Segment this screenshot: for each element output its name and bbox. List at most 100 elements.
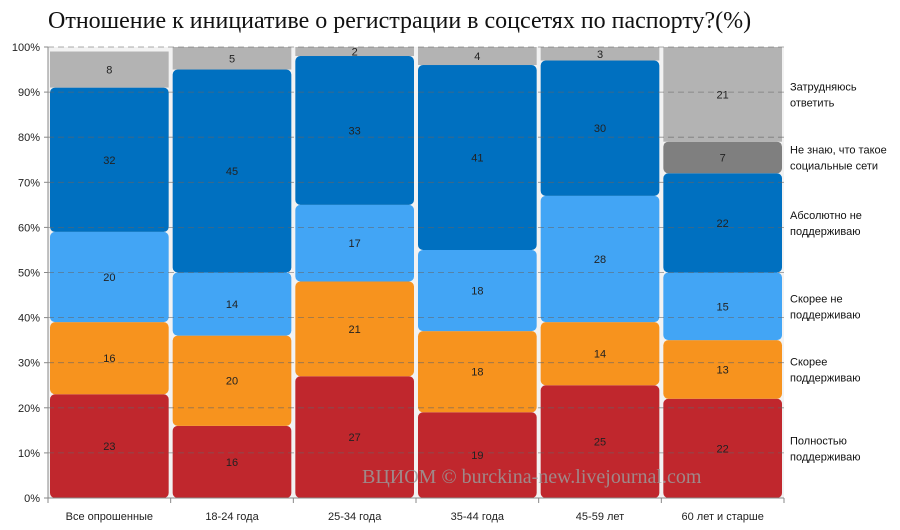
legend-label-line: поддерживаю bbox=[790, 372, 861, 384]
x-tick-label: 25-34 года bbox=[328, 511, 382, 523]
bar-segment bbox=[540, 47, 660, 61]
bar-segment bbox=[663, 398, 782, 498]
data-label: 21 bbox=[349, 324, 361, 336]
bar-segment bbox=[418, 65, 537, 250]
data-label: 15 bbox=[717, 301, 729, 313]
bar-segment bbox=[295, 376, 414, 498]
data-label: 7 bbox=[720, 152, 726, 164]
data-label: 33 bbox=[349, 125, 361, 137]
bar-segment bbox=[295, 56, 414, 205]
bar-segment bbox=[50, 322, 169, 395]
legend-label-line: поддерживаю bbox=[790, 309, 861, 321]
legend-label-line: Скорее bbox=[790, 356, 827, 368]
x-tick-label: 60 лет и старше bbox=[681, 511, 763, 523]
legend-label-line: Абсолютно не bbox=[790, 210, 862, 222]
y-tick-label: 90% bbox=[18, 87, 40, 99]
data-label: 3 bbox=[597, 49, 603, 61]
legend-label: Полностью поддерживаю bbox=[790, 435, 861, 463]
legend-label-line: поддерживаю bbox=[790, 451, 861, 463]
data-label: 17 bbox=[349, 238, 361, 250]
y-tick-label: 100% bbox=[12, 42, 40, 54]
data-label: 28 bbox=[594, 254, 606, 266]
legend-label-line: Скорее не bbox=[790, 293, 843, 305]
bar-segment bbox=[663, 141, 782, 174]
x-axis: Все опрошенные 18-24 года 25-34 года 35-44 … bbox=[47, 497, 785, 523]
data-label: 23 bbox=[103, 441, 115, 453]
data-label: 4 bbox=[474, 51, 480, 63]
x-tick-label: 45-59 лет bbox=[576, 511, 624, 523]
legend-label-line: Полностью bbox=[790, 435, 847, 447]
bar-segment bbox=[172, 69, 292, 273]
bar-segment bbox=[295, 47, 414, 57]
data-label: 13 bbox=[717, 364, 729, 376]
legend-label: Скорее не поддерживаю bbox=[790, 293, 861, 321]
legend-label: Абсолютно не поддерживаю bbox=[790, 210, 862, 238]
data-labels: 2316203281620144552721173321918184142514… bbox=[103, 47, 729, 469]
data-label: 20 bbox=[226, 376, 238, 388]
bar-segment bbox=[295, 204, 414, 282]
y-tick-label: 20% bbox=[18, 403, 40, 415]
y-tick-label: 10% bbox=[18, 448, 40, 460]
data-label: 22 bbox=[717, 218, 729, 230]
bar-segment bbox=[295, 281, 414, 377]
bar-segment bbox=[172, 47, 292, 70]
watermark: ВЦИОМ © burckina-new.livejournal.com bbox=[362, 466, 702, 488]
y-axis: 0% 10% 20% 30% 40% 50% 60% 70% 80% 90% 100% bbox=[12, 42, 49, 505]
bar-segment bbox=[50, 231, 169, 323]
y-tick-label: 30% bbox=[18, 358, 40, 370]
data-label: 14 bbox=[226, 299, 238, 311]
data-label: 18 bbox=[471, 367, 483, 379]
data-label: 27 bbox=[349, 432, 361, 444]
data-label: 18 bbox=[471, 286, 483, 298]
y-tick-label: 80% bbox=[18, 132, 40, 144]
data-label: 32 bbox=[103, 155, 115, 167]
bar-segment bbox=[418, 249, 537, 332]
bar-segment bbox=[50, 394, 169, 498]
bar-segment bbox=[540, 60, 660, 196]
bar-segment bbox=[663, 340, 782, 399]
legend-label: Скорее поддерживаю bbox=[790, 356, 861, 384]
chart-title: Отношение к инициативе о регистрации в с… bbox=[48, 8, 752, 34]
y-tick-label: 40% bbox=[18, 313, 40, 325]
bar-segment bbox=[50, 87, 169, 232]
bar-segment bbox=[50, 51, 169, 88]
bar-segments bbox=[50, 47, 782, 498]
legend-label: Не знаю, что такое социальные сети bbox=[790, 144, 887, 172]
y-tick-label: 70% bbox=[18, 177, 40, 189]
y-tick-label: 0% bbox=[24, 493, 40, 505]
y-tick-label: 50% bbox=[18, 268, 40, 280]
data-label: 21 bbox=[717, 89, 729, 101]
data-label: 5 bbox=[229, 53, 235, 65]
x-tick-label: 18-24 года bbox=[205, 511, 259, 523]
bar-segment bbox=[418, 331, 537, 413]
data-label: 25 bbox=[594, 437, 606, 449]
x-tick-label: Все опрошенные bbox=[66, 511, 153, 523]
bar-segment bbox=[172, 272, 292, 336]
data-label: 45 bbox=[226, 166, 238, 178]
legend-label: Затрудняюсь ответить bbox=[790, 81, 857, 109]
data-label: 8 bbox=[106, 65, 112, 77]
data-label: 30 bbox=[594, 123, 606, 135]
data-label: 14 bbox=[594, 349, 606, 361]
legend-label-line: Не знаю, что такое bbox=[790, 144, 887, 156]
bar-segment bbox=[663, 47, 782, 142]
data-label: 16 bbox=[103, 353, 115, 365]
data-label: 16 bbox=[226, 457, 238, 469]
bar-segment bbox=[540, 385, 660, 498]
data-label: 2 bbox=[352, 47, 358, 59]
gridlines bbox=[48, 46, 784, 454]
data-label: 20 bbox=[103, 272, 115, 284]
bar-segment bbox=[540, 322, 660, 386]
bar-segment bbox=[663, 272, 782, 341]
legend-label-line: ответить bbox=[790, 97, 835, 109]
bar-segment bbox=[418, 412, 537, 498]
y-tick-label: 60% bbox=[18, 222, 40, 234]
legend-label-line: Затрудняюсь bbox=[790, 81, 857, 93]
bar-segment bbox=[172, 425, 292, 498]
x-tick-label: 35-44 года bbox=[451, 511, 505, 523]
bar-segment bbox=[172, 335, 292, 426]
data-label: 19 bbox=[471, 450, 483, 462]
legend-label-line: социальные сети bbox=[790, 160, 878, 172]
